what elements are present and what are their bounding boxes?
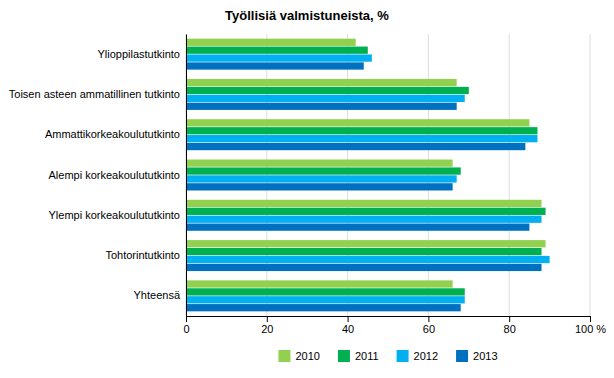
- bar: [186, 264, 542, 271]
- chart: Työllisiä valmistuneista, % 0 20 40 60 80 100 …: [0, 0, 614, 378]
- bars: [186, 39, 550, 312]
- bar: [186, 256, 550, 263]
- series: [186, 54, 550, 303]
- tick: 40: [342, 316, 354, 335]
- bar: [186, 175, 457, 182]
- y-axis: Ylioppilastutkinto Toisen asteen ammatill…: [9, 35, 187, 317]
- tick-mark: [186, 316, 187, 322]
- bar: [186, 135, 537, 142]
- tick-mark: [428, 316, 429, 322]
- tick: Ylempi korkeakoulututkinto: [49, 209, 180, 221]
- tick-mark: [590, 316, 591, 322]
- bar: [186, 208, 546, 215]
- bar: [186, 143, 525, 150]
- tick: Yhteensä: [134, 289, 181, 301]
- title: Työllisiä valmistuneista, %: [225, 8, 389, 23]
- bar: [186, 280, 453, 287]
- grid-line: [266, 34, 267, 316]
- tick: Ammattikorkeakoulututkinto: [45, 128, 180, 140]
- tick-label: Toisen asteen ammatillinen tutkinto: [9, 88, 180, 100]
- bar: [186, 119, 529, 126]
- legend-item: 2011: [338, 350, 379, 362]
- axis-line: [187, 317, 591, 323]
- tick-mark: [267, 316, 268, 322]
- tick: 20: [261, 316, 273, 335]
- axis-line: [186, 35, 187, 317]
- legend-label: 2013: [473, 350, 497, 362]
- tick-label: 80: [504, 323, 516, 335]
- tick: 60: [423, 316, 435, 335]
- legend-label: 2011: [355, 350, 379, 362]
- legend-item: 2010: [278, 350, 319, 362]
- grid-line: [347, 34, 348, 316]
- bar: [186, 39, 356, 46]
- bar: [186, 95, 465, 102]
- bar: [186, 167, 461, 174]
- bar: [186, 87, 469, 94]
- bar: [186, 296, 465, 303]
- bar: [186, 127, 537, 134]
- series: [186, 39, 546, 288]
- plot: 0 20 40 60 80 100 % Ylioppilastutkinto Toisen a…: [9, 34, 607, 335]
- tick-label: Ammattikorkeakoulututkinto: [45, 128, 180, 140]
- tick-label: Ylioppilastutkinto: [97, 48, 180, 60]
- tick-mark: [348, 316, 349, 322]
- tick-label: 40: [342, 323, 354, 335]
- bar: [186, 304, 461, 311]
- tick-label: 100 %: [575, 323, 606, 335]
- bar: [186, 103, 457, 110]
- grid-line: [186, 34, 187, 316]
- tick-label: Tohtorintutkinto: [105, 249, 180, 261]
- legend-item: 2012: [397, 350, 438, 362]
- legend-swatch: [397, 350, 409, 362]
- tick-label: 20: [261, 323, 273, 335]
- tick: Alempi korkeakoulututkinto: [49, 169, 180, 181]
- bar: [186, 183, 453, 190]
- bar: [186, 79, 457, 86]
- bar: [186, 47, 368, 54]
- legend-item: 2013: [456, 350, 497, 362]
- tick: Tohtorintutkinto: [105, 249, 180, 261]
- tick: 0: [183, 316, 189, 335]
- legend-label: 2012: [414, 350, 438, 362]
- tick-mark: [509, 316, 510, 322]
- tick: 80: [504, 316, 516, 335]
- tick-label: Alempi korkeakoulututkinto: [49, 169, 180, 181]
- bar: [186, 62, 364, 69]
- grid-line: [590, 34, 591, 316]
- bar: [186, 240, 546, 247]
- series: [186, 62, 542, 311]
- bar: [186, 160, 453, 167]
- tick-label: Ylempi korkeakoulututkinto: [49, 209, 180, 221]
- tick-label: 0: [183, 323, 189, 335]
- bar: [186, 216, 542, 223]
- legend-swatch: [278, 350, 290, 362]
- bar: [186, 54, 372, 61]
- grid-line: [509, 34, 510, 316]
- bar: [186, 248, 542, 255]
- bar: [186, 288, 465, 295]
- tick: 100 %: [575, 316, 606, 335]
- x-axis: 0 20 40 60 80 100 %: [183, 316, 606, 335]
- legend-swatch: [338, 350, 350, 362]
- tick: Toisen asteen ammatillinen tutkinto: [9, 88, 180, 100]
- bar: [186, 224, 529, 231]
- legend: 2010 2011 2012 2013: [278, 350, 497, 362]
- grid-line: [428, 34, 429, 316]
- tick-label: 60: [423, 323, 435, 335]
- legend-label: 2010: [295, 350, 319, 362]
- tick-label: Yhteensä: [134, 289, 181, 301]
- grid: [186, 34, 590, 316]
- bar: [186, 200, 542, 207]
- legend-swatch: [456, 350, 468, 362]
- tick: Ylioppilastutkinto: [97, 48, 180, 60]
